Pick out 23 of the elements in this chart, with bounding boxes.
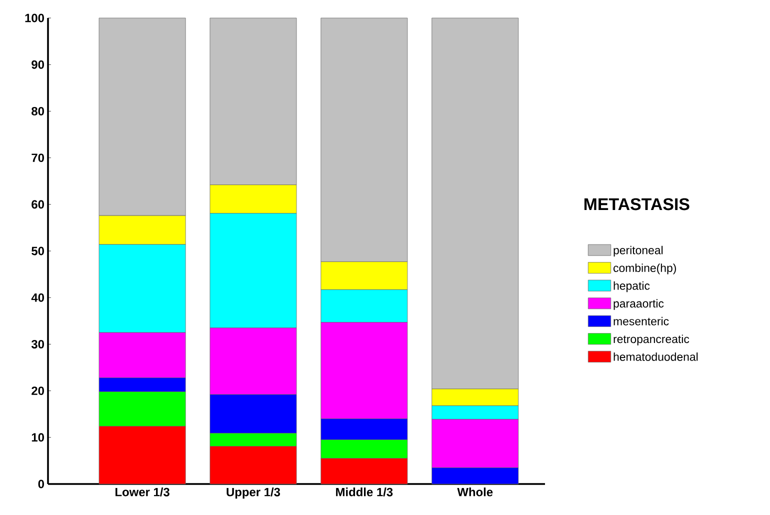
- y-tick-label: 60: [32, 200, 44, 209]
- y-tick-label: 90: [32, 60, 44, 69]
- y-tick-label: 50: [32, 246, 44, 256]
- legend-label: combine(hp): [614, 264, 676, 274]
- legend-label: retropancreatic: [614, 334, 690, 346]
- legend-label: mesenteric: [614, 316, 669, 326]
- y-tick-label: 80: [32, 106, 44, 116]
- y-tick-label: 100: [25, 14, 44, 22]
- y-tick-label: 20: [32, 386, 44, 396]
- x-tick-label: Lower 1/3: [116, 488, 170, 496]
- y-tick-label: 30: [31, 340, 44, 348]
- y-tick-label: 0: [38, 480, 44, 488]
- legend-label: peritoneal: [614, 246, 663, 257]
- y-tick-label: 40: [31, 293, 44, 302]
- legend-title: METASTASIS: [584, 198, 690, 210]
- legend-label: hepatic: [614, 281, 650, 292]
- legend-label: paraaortic: [614, 299, 664, 310]
- y-tick-label: 10: [32, 433, 44, 442]
- legend-label: hematoduodenal: [614, 352, 698, 361]
- x-tick-label: Upper 1/3: [226, 488, 280, 499]
- y-tick-label: 70: [32, 154, 44, 162]
- x-tick-label: Whole: [457, 488, 493, 496]
- x-tick-label: Middle 1/3: [336, 488, 393, 496]
